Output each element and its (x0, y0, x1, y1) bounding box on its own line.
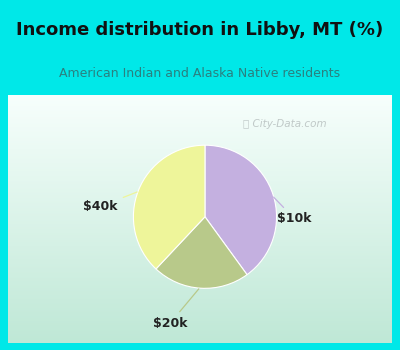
Text: $40k: $40k (83, 192, 137, 213)
Text: $10k: $10k (274, 197, 312, 225)
Text: American Indian and Alaska Native residents: American Indian and Alaska Native reside… (60, 67, 340, 80)
Wedge shape (156, 217, 247, 288)
Text: ⓘ City-Data.com: ⓘ City-Data.com (243, 119, 326, 129)
Text: Income distribution in Libby, MT (%): Income distribution in Libby, MT (%) (16, 21, 384, 39)
Wedge shape (205, 145, 276, 275)
Wedge shape (134, 145, 205, 269)
Text: $20k: $20k (153, 289, 199, 330)
